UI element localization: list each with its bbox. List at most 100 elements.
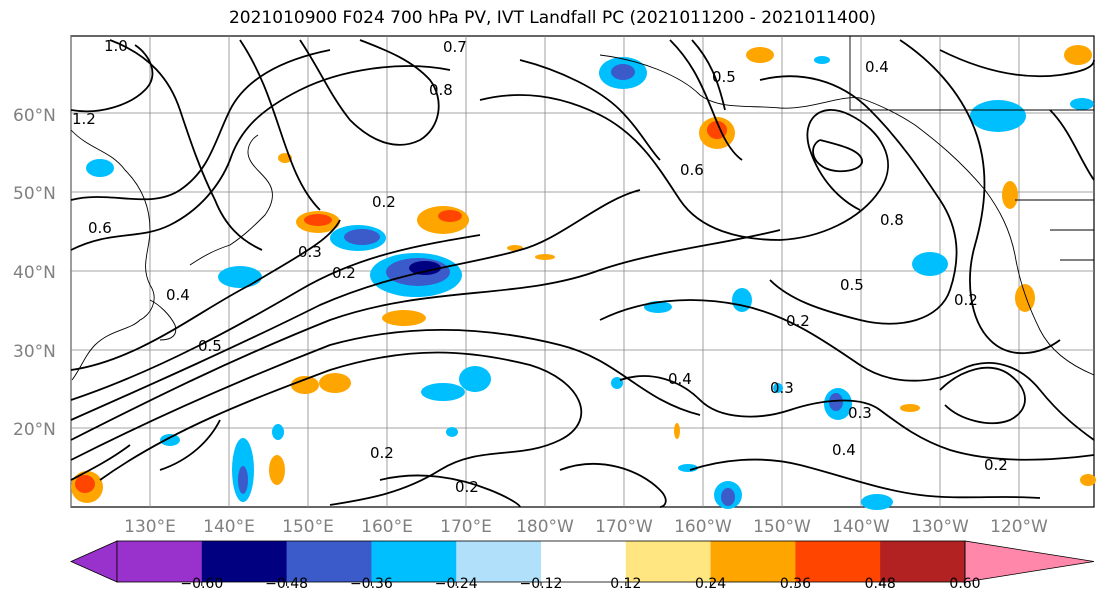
colorbar-segment [201,541,288,582]
contour-label: 0.7 [443,38,467,56]
shade-positive [304,214,332,226]
shade-negative [773,383,783,393]
contour-label: 0.6 [680,161,704,179]
colorbar-tick-label: 0.12 [610,576,641,592]
contour [99,351,583,506]
shade-negative [678,464,698,472]
contour [70,44,154,113]
contour-label: 0.8 [429,81,453,99]
shade-negative [86,159,114,177]
pv-contours [70,39,1095,508]
contour [70,49,331,201]
contour-label: 0.2 [455,478,479,496]
colorbar-segment [625,541,712,582]
shade-positive [535,254,555,260]
contour [70,189,641,421]
colorbar-extend-max [964,540,1095,583]
shade-negative [272,424,284,440]
contour-label: 0.2 [984,456,1008,474]
colorbar-tick-label: −0.24 [435,576,478,592]
contour [599,299,1095,441]
shade-positive [1064,45,1092,65]
contour-label: 0.3 [298,243,322,261]
contour-label: 0.3 [848,404,872,422]
contour [109,39,263,251]
contour [70,234,481,401]
lon-label: 170°W [595,517,653,537]
latitude-labels: 60°N 50°N 40°N 30°N 20°N [13,106,56,440]
contour-label: 0.2 [372,193,396,211]
contour [479,94,889,241]
colorbar-segment [795,541,881,582]
shade-negative [459,366,491,392]
contour-label: 0.2 [332,264,356,282]
contour-label: 0.2 [786,312,810,330]
shade-negative [814,56,830,64]
colorbar: −0.60 −0.48 −0.36 −0.24 −0.12 0.12 0.24 0.36 0.4… [70,540,1095,592]
lon-label: 170°E [440,517,492,537]
border-states [1050,229,1094,261]
lon-label: 150°E [282,517,334,537]
shade-negative [970,100,1026,132]
coast-asia [70,129,155,381]
coast-japan [189,134,273,266]
contour [519,59,661,161]
lon-label: 160°W [674,517,732,537]
lat-label: 60°N [13,106,56,126]
colorbar-segment [880,541,966,582]
contour [559,463,667,508]
shade-positive [1002,181,1018,209]
colorbar-segment [286,541,372,582]
shade-negative [344,229,380,245]
colorbar-tick-label: 0.48 [865,576,896,592]
shade-positive [382,310,426,326]
contour [70,219,341,371]
contour [939,366,1026,424]
lat-label: 20°N [13,420,56,440]
shade-negative [1070,98,1094,110]
shade-negative [721,488,735,506]
contour [70,65,451,251]
contour-label: 0.3 [770,379,794,397]
shade-negative [421,383,465,401]
shade-negative [732,288,752,312]
contour [70,328,701,461]
shade-positive [291,376,319,394]
contour [759,75,958,325]
shade-positive [75,475,95,493]
contour-label: 0.2 [954,291,978,309]
shade-positive [269,455,285,485]
lon-label: 180°W [516,517,574,537]
colorbar-segment [710,541,796,582]
lon-label: 130°E [124,517,176,537]
coast-korea [149,299,177,341]
shade-negative [409,261,441,275]
contour [159,419,221,471]
shade-positive [1080,474,1096,486]
contour-label: 1.2 [72,110,96,128]
shade-positive [674,423,680,439]
lon-label: 140°E [203,517,255,537]
contour [70,444,131,481]
lon-label: 130°W [911,517,969,537]
shade-positive [438,210,462,222]
map-title: 2021010900 F024 700 hPa PV, IVT Landfall… [228,8,876,28]
lat-label: 50°N [13,184,56,204]
colorbar-segment [456,541,542,582]
shade-negative [160,434,180,446]
contour-label: 0.5 [712,68,736,86]
shade-negative [218,266,262,288]
contour [691,39,726,111]
lon-label: 140°W [832,517,890,537]
colorbar-segment [541,541,627,582]
contour-label: 0.6 [88,219,112,237]
colorbar-tick-label: −0.60 [180,576,223,592]
contour [619,375,1095,461]
shade-negative [238,466,248,494]
shade-negative [446,427,458,437]
contour [689,458,1041,499]
colorbar-tick-label: 0.24 [695,576,726,592]
longitude-labels: 130°E 140°E 150°E 160°E 170°E 180°W 170°W 160°W… [124,517,1048,537]
contour [812,139,863,173]
